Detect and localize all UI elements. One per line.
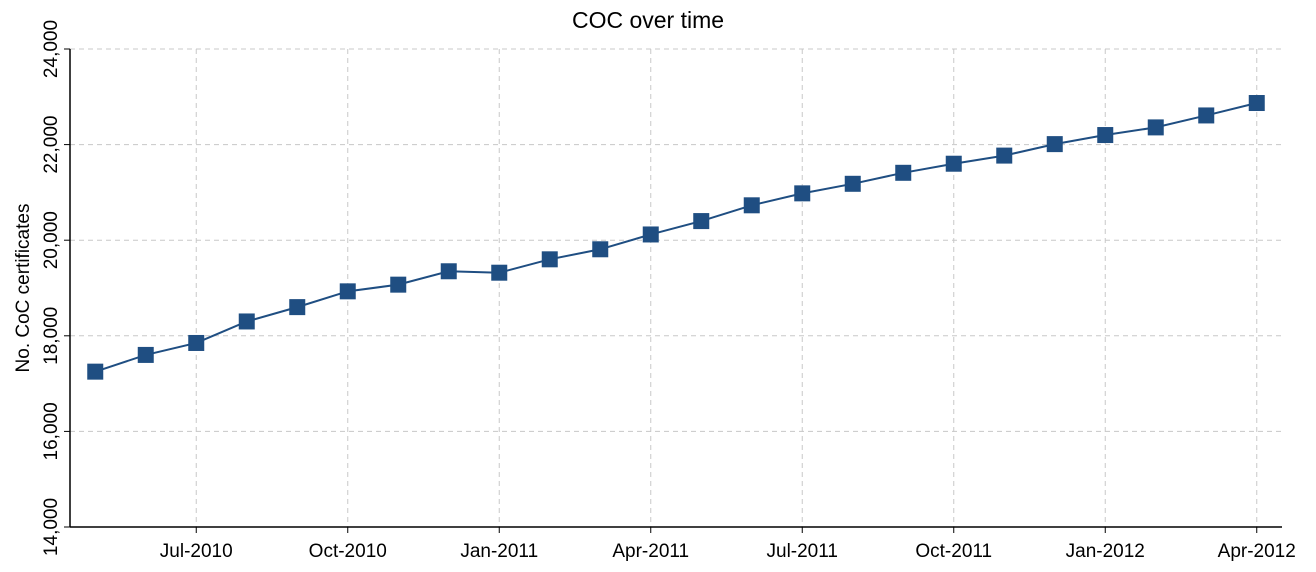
- marker: [238, 313, 255, 330]
- y-tick-label: 18,000: [41, 307, 62, 365]
- x-tick-label: Oct-2010: [309, 541, 387, 562]
- chart-title: COC over time: [572, 7, 724, 33]
- marker: [844, 175, 861, 192]
- marker: [693, 213, 710, 230]
- marker: [1198, 107, 1215, 124]
- marker: [87, 363, 104, 380]
- marker: [289, 299, 306, 316]
- marker: [1248, 95, 1265, 112]
- y-tick-label: 20,000: [41, 211, 62, 269]
- y-axis-label: No. CoC certificates: [13, 204, 34, 373]
- marker: [1097, 127, 1114, 144]
- marker: [339, 283, 356, 300]
- marker: [491, 264, 508, 281]
- x-tick-label: Apr-2012: [1218, 541, 1296, 562]
- data-line: [94, 102, 1257, 373]
- marker: [1147, 119, 1164, 136]
- x-tick-label: Jul-2010: [160, 541, 233, 562]
- x-tick-label: Apr-2011: [612, 541, 689, 562]
- y-tick-label: 14,000: [41, 498, 62, 556]
- marker: [996, 147, 1013, 164]
- x-tick-label: Oct-2011: [915, 541, 992, 562]
- marker: [137, 346, 154, 363]
- x-tick-label: Jan-2012: [1066, 541, 1145, 562]
- marker: [743, 197, 760, 214]
- x-tick-label: Jan-2011: [460, 541, 538, 562]
- marker: [440, 263, 457, 280]
- marker: [945, 155, 962, 172]
- marker: [592, 241, 609, 258]
- x-tick-label: Jul-2011: [767, 541, 838, 562]
- marker: [794, 185, 811, 202]
- marker: [188, 334, 205, 351]
- y-tick-label: 16,000: [41, 402, 62, 460]
- marker: [390, 276, 407, 293]
- marker: [1046, 136, 1063, 153]
- marker: [895, 164, 912, 181]
- marker: [541, 251, 558, 268]
- marker: [642, 226, 659, 243]
- y-tick-label: 24,000: [41, 20, 62, 78]
- y-tick-label: 22,000: [41, 116, 62, 174]
